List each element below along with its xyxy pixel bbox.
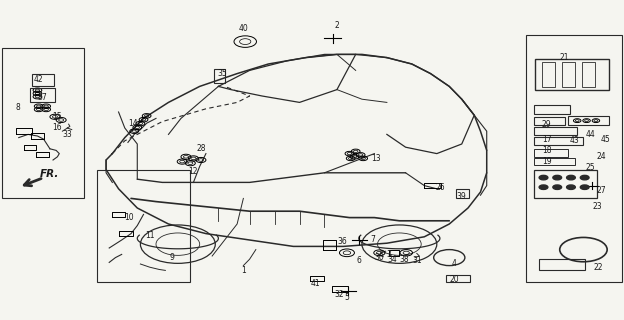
Bar: [534, 117, 565, 125]
Bar: [542, 62, 555, 87]
Text: 45: 45: [600, 135, 610, 144]
Circle shape: [580, 185, 589, 189]
Circle shape: [567, 185, 575, 189]
Bar: [2, 48, 84, 198]
Text: 1: 1: [241, 266, 246, 275]
Bar: [446, 275, 470, 282]
Circle shape: [539, 175, 548, 180]
Bar: [214, 69, 225, 83]
Circle shape: [580, 175, 589, 180]
Text: 26: 26: [436, 183, 446, 192]
Text: 21: 21: [559, 53, 569, 62]
Text: 35: 35: [218, 69, 228, 78]
Bar: [30, 88, 55, 102]
Text: 38: 38: [399, 255, 409, 264]
Text: 16: 16: [52, 124, 62, 132]
Bar: [526, 35, 622, 282]
Bar: [456, 189, 469, 198]
Bar: [534, 105, 570, 114]
Text: 11: 11: [145, 231, 155, 240]
Text: 2: 2: [334, 21, 339, 30]
Text: 20: 20: [449, 276, 459, 284]
Bar: [535, 59, 609, 90]
Text: 10: 10: [124, 213, 134, 222]
Text: 37: 37: [37, 93, 47, 102]
Text: 33: 33: [62, 130, 72, 139]
Bar: [568, 116, 609, 125]
Bar: [562, 62, 575, 87]
Text: 29: 29: [542, 120, 552, 129]
Text: 17: 17: [542, 135, 552, 144]
Circle shape: [539, 185, 548, 189]
Bar: [582, 62, 595, 87]
Text: 30: 30: [374, 253, 384, 262]
Text: 36: 36: [337, 237, 347, 246]
Text: 15: 15: [52, 112, 62, 121]
Bar: [534, 137, 583, 145]
Text: FR.: FR.: [39, 169, 59, 179]
Text: 39: 39: [457, 192, 467, 201]
Text: 4: 4: [452, 260, 457, 268]
Text: 14: 14: [128, 119, 138, 128]
Bar: [534, 170, 597, 198]
Text: 31: 31: [412, 256, 422, 265]
Text: 13: 13: [371, 154, 381, 163]
Text: 40: 40: [238, 24, 248, 33]
Bar: [534, 127, 577, 135]
Text: 27: 27: [597, 186, 607, 195]
Text: 22: 22: [593, 263, 603, 272]
Circle shape: [553, 185, 562, 189]
Text: 24: 24: [597, 152, 607, 161]
Text: 18: 18: [542, 146, 552, 155]
Text: 12: 12: [188, 167, 198, 176]
Bar: [539, 259, 585, 270]
Circle shape: [553, 175, 562, 180]
Bar: [534, 158, 575, 165]
Text: 28: 28: [197, 144, 207, 153]
Bar: [97, 170, 190, 282]
Text: 44: 44: [585, 130, 595, 139]
Text: 42: 42: [34, 76, 44, 84]
Text: 43: 43: [569, 136, 579, 145]
Text: 23: 23: [593, 202, 603, 211]
Text: 6: 6: [356, 256, 361, 265]
Circle shape: [567, 175, 575, 180]
Bar: [534, 149, 568, 157]
Text: 32: 32: [334, 290, 344, 299]
Text: 19: 19: [542, 157, 552, 166]
Text: 3: 3: [386, 250, 391, 259]
Text: 5: 5: [344, 293, 349, 302]
Bar: [32, 74, 54, 86]
Text: 25: 25: [585, 163, 595, 172]
Text: 7: 7: [371, 236, 376, 244]
Text: 9: 9: [169, 253, 174, 262]
Text: 34: 34: [387, 255, 397, 264]
Text: 41: 41: [311, 279, 321, 288]
Text: 8: 8: [15, 103, 20, 112]
